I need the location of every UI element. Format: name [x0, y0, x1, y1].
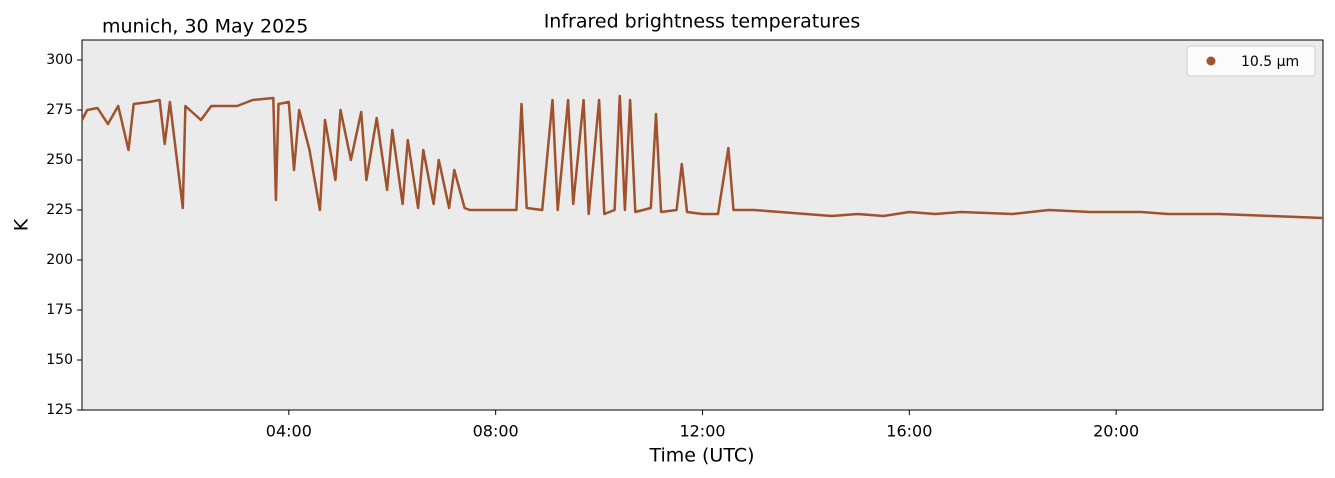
y-tick-label: 175 — [46, 302, 73, 318]
legend-marker — [1206, 56, 1216, 66]
legend-box — [1186, 45, 1316, 77]
legend-label: 10.5 µm — [1241, 54, 1299, 70]
x-tick-label: 16:00 — [886, 422, 932, 441]
x-tick-label: 04:00 — [266, 422, 312, 441]
chart-subtitle: munich, 30 May 2025 — [102, 16, 308, 38]
x-tick-label: 12:00 — [679, 422, 725, 441]
y-tick-label: 250 — [46, 152, 73, 168]
y-axis-label: K — [11, 218, 33, 231]
y-tick-label: 275 — [46, 102, 73, 118]
y-tick-label: 200 — [46, 252, 73, 268]
y-tick-label: 300 — [46, 52, 73, 68]
y-tick-label: 225 — [46, 202, 73, 218]
x-tick-label: 20:00 — [1093, 422, 1139, 441]
chart-title: Infrared brightness temperatures — [544, 11, 861, 33]
plot-area — [81, 39, 1324, 411]
x-axis-label: Time (UTC) — [648, 445, 754, 467]
x-tick-label: 08:00 — [473, 422, 519, 441]
y-tick-label: 125 — [46, 402, 73, 418]
y-tick-label: 150 — [46, 352, 73, 368]
data-line — [80, 94, 1324, 220]
